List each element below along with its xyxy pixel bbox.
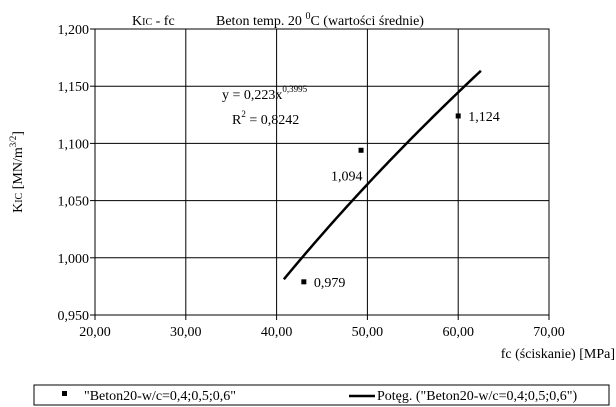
fit-curve-group [282, 69, 482, 281]
y-tick-label: 1,100 [58, 137, 90, 152]
x-tick-label: 30,00 [170, 325, 202, 340]
x-tick-labels: 20,00 30,00 40,00 50,00 60,00 70,00 [79, 325, 565, 340]
x-tick-label: 50,00 [352, 325, 384, 340]
data-label: 0,979 [314, 276, 346, 291]
y-tick-label: 0,950 [58, 309, 90, 324]
fit-curve [282, 69, 482, 281]
fit-equation: y = 0,223x0,3995 [222, 84, 308, 103]
grid [90, 28, 550, 320]
chart-title-right: Beton temp. 20 0C (wartości średnie) [216, 11, 424, 29]
y-axis-label: KIC [MN/m3/2] [8, 131, 26, 213]
y-tick-labels: 0,950 1,000 1,050 1,100 1,150 1,200 [58, 23, 90, 324]
chart-title-left: KIC - fc [132, 14, 175, 29]
r-squared: R2 = 0,8242 [232, 109, 299, 128]
data-label: 1,094 [331, 169, 363, 184]
y-tick-label: 1,150 [58, 80, 90, 95]
y-tick-label: 1,200 [58, 23, 90, 38]
x-tick-label: 20,00 [79, 325, 111, 340]
data-point [455, 113, 461, 119]
data-label: 1,124 [468, 110, 500, 125]
data-point [358, 147, 364, 153]
y-tick-label: 1,050 [58, 195, 90, 210]
x-tick-label: 70,00 [533, 325, 565, 340]
legend-marker-points [62, 391, 67, 396]
data-point [301, 279, 307, 285]
x-tick-label: 40,00 [261, 325, 293, 340]
legend-box [33, 384, 610, 406]
x-axis-label: fc (ściskanie) [MPa] [501, 347, 615, 362]
legend-label-points: "Beton20-w/c=0,4;0,5;0,6" [84, 389, 236, 404]
data-points: 0,979 1,094 1,124 [301, 110, 500, 291]
x-tick-label: 60,00 [442, 325, 474, 340]
legend-label-fit: Potęg. ("Beton20-w/c=0,4;0,5;0,6") [377, 389, 577, 404]
y-tick-label: 1,000 [58, 252, 90, 267]
